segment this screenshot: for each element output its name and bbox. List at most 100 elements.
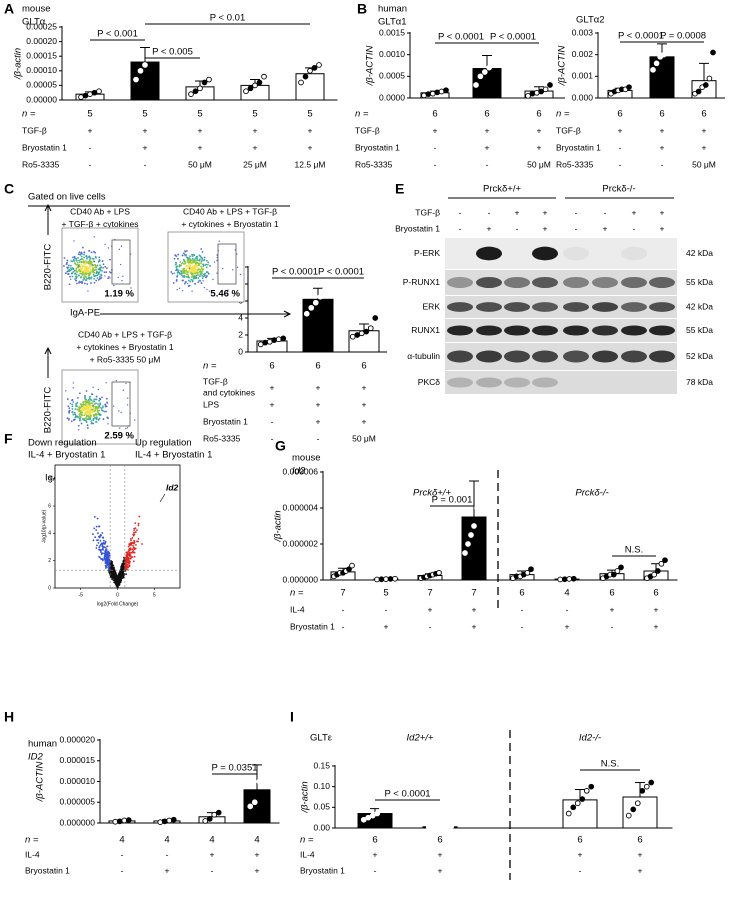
gene-dot [99,545,102,547]
condition-value: + [660,207,665,217]
cell-dot [170,271,173,273]
cell-dot [75,277,78,280]
cell-dot [201,257,204,260]
cell-dot [134,419,136,421]
cell-dot [184,262,187,265]
data-point [275,336,282,343]
cell-dot [67,418,70,421]
cell-dot [69,275,72,278]
gene-dot [111,560,113,563]
plot-title: CD40 Ab + LPS [70,206,130,216]
n-value: 6 [536,109,541,120]
data-point [121,817,128,824]
cell-dot [78,406,81,409]
cell-dot [201,270,204,272]
data-point [252,82,258,89]
blot-name: P-RUNX1 [403,277,441,287]
gene-dot [105,548,108,551]
cell-dot [184,254,187,257]
data-point [465,541,471,547]
cell-dot [183,263,185,265]
cell-dot [88,276,91,279]
cell-dot [183,282,186,285]
p-value: P < 0.0001 [384,789,430,800]
y-tick-label: 0.0000 [379,92,405,102]
cell-dot [86,404,88,407]
cell-dot [92,386,94,388]
cell-dot [67,405,70,408]
cell-dot [84,405,87,408]
gene-dot [114,579,117,582]
cell-dot [193,268,196,271]
blot-name: P-ERK [414,248,440,258]
cell-dot [107,423,109,425]
p-value: P < 0.005 [152,47,193,58]
gene-dot [109,559,111,562]
cell-dot [191,257,194,260]
cell-dot [174,263,177,266]
cell-dot [188,263,190,265]
y-tick-label: 0.000 [572,92,594,102]
cell-dot [185,273,188,276]
cell-dot [204,264,207,266]
cell-dot [95,414,98,417]
row-value: - [434,142,437,152]
plot-title: CD40 Ab + LPS + TGF-β [183,206,277,216]
cell-dot [87,290,89,292]
gene-dot [94,536,97,539]
gene-dot [133,527,136,530]
n-value: 6 [519,588,524,599]
p-value: N.S. [601,759,619,770]
cell-dot [203,258,206,261]
cell-dot [198,263,201,266]
cell-dot [104,265,107,268]
y-axis-label: /β-actin [273,510,284,542]
cell-dot [81,246,84,249]
cell-dot [201,259,204,261]
gene-dot [111,563,114,566]
gene-dot [104,541,107,544]
data-point [326,282,333,289]
row-value: - [566,604,569,614]
y-tick-label: 0.0015 [379,27,405,37]
cell-dot [80,264,83,266]
cell-dot [68,417,70,420]
cell-dot [94,416,97,419]
cell-dot [180,270,183,273]
cell-dot [100,266,102,269]
cell-dot [97,411,99,414]
n-label: n = [25,835,39,846]
row-value: + [654,604,659,614]
cell-dot [88,265,91,268]
bar [302,298,334,353]
data-point [137,67,144,74]
cell-dot [189,255,191,258]
cell-dot [178,265,181,268]
gate-percent: 2.59 % [104,431,134,442]
gene-dot [133,551,136,554]
data-point [374,810,381,817]
band [447,277,473,288]
row-label: TGF-β [22,125,47,135]
cell-dot [201,277,204,280]
row-value: + [578,849,583,859]
cell-dot [63,265,65,267]
cell-dot [96,277,99,280]
gene-dot [132,544,134,547]
cell-dot [87,404,90,407]
cell-dot [79,412,82,414]
cell-dot [89,264,92,267]
gene: Id2 [292,466,306,477]
gene-dot [126,568,129,571]
cell-dot [76,282,78,285]
row-label: Bryostatin 1 [22,142,67,152]
gene-dot [102,559,104,562]
data-point [634,800,641,807]
cell-dot [86,424,89,427]
blot-name: α-tubulin [407,351,440,361]
data-point [378,806,385,813]
gene-dot [136,529,138,532]
cell-dot [84,397,86,400]
n-label: n = [22,109,36,120]
cell-dot [95,395,98,398]
